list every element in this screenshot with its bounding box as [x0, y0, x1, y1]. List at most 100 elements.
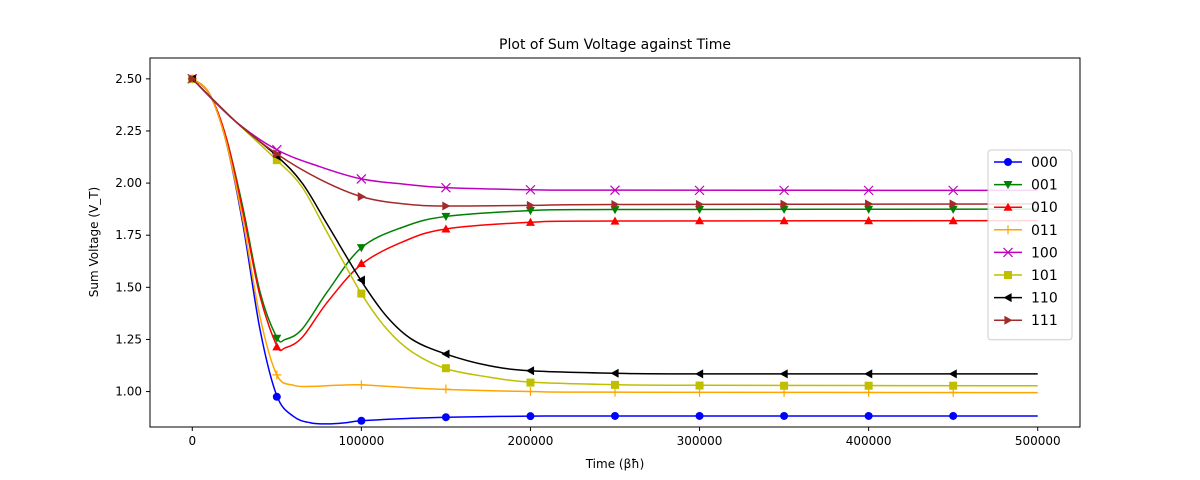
- legend-label: 110: [1031, 291, 1058, 307]
- data-point-000: [441, 413, 450, 422]
- data-point-101: [864, 381, 873, 390]
- data-point-000: [526, 412, 535, 421]
- y-axis-label: Sum Voltage (V_T): [87, 187, 101, 297]
- y-tick-label: 2.00: [115, 176, 142, 190]
- y-tick-label: 1.25: [115, 332, 142, 346]
- data-point-010: [864, 216, 874, 225]
- legend-entry-001: 001: [994, 178, 1058, 194]
- data-point-010: [356, 258, 366, 267]
- y-tick-label: 2.50: [115, 72, 142, 86]
- series-line-100: [191, 78, 1038, 192]
- data-point-100: [525, 184, 536, 195]
- plot-area: [187, 73, 1038, 425]
- x-axis-label: Time (βħ): [585, 457, 645, 471]
- y-tick-label: 2.25: [115, 124, 142, 138]
- data-point-111: [780, 199, 789, 209]
- x-tick-label: 400000: [846, 434, 892, 448]
- data-point-010: [272, 342, 282, 351]
- legend-label: 000: [1031, 155, 1058, 171]
- data-point-000: [949, 411, 958, 420]
- data-point-100: [610, 185, 620, 196]
- data-point-011: [610, 387, 620, 397]
- data-point-101: [272, 156, 281, 165]
- data-point-101: [357, 289, 366, 298]
- legend-marker: [1003, 181, 1013, 190]
- data-point-100: [863, 185, 874, 196]
- legend-marker: [1003, 247, 1013, 258]
- series-111: [188, 74, 1038, 211]
- data-point-000: [272, 392, 281, 401]
- data-point-110: [948, 369, 957, 379]
- data-point-110: [864, 369, 873, 379]
- data-point-110: [441, 349, 450, 359]
- data-point-100: [356, 173, 367, 184]
- series-line-101: [191, 78, 1038, 387]
- legend-label: 101: [1031, 268, 1058, 284]
- data-point-111: [273, 149, 282, 159]
- data-point-011: [356, 380, 366, 390]
- series-line-010: [191, 78, 1038, 352]
- data-point-100: [779, 185, 790, 196]
- data-point-011: [525, 387, 535, 397]
- series-100: [187, 73, 1038, 196]
- legend-marker: [1003, 293, 1012, 303]
- data-point-111: [949, 199, 958, 209]
- data-point-110: [779, 369, 788, 379]
- data-point-000: [611, 411, 619, 420]
- data-point-100: [694, 185, 705, 196]
- y-tick-label: 1.75: [115, 228, 142, 242]
- data-point-101: [949, 381, 958, 390]
- series-line-111: [191, 78, 1038, 207]
- data-point-010: [525, 217, 535, 226]
- data-point-101: [526, 378, 535, 387]
- x-tick-label: 300000: [677, 434, 723, 448]
- axes-frame: [149, 57, 1081, 428]
- x-tick-label: 200000: [508, 434, 554, 448]
- legend-entry-101: 101: [994, 268, 1058, 284]
- data-point-010: [695, 216, 705, 225]
- legend-entry-110: 110: [994, 291, 1058, 307]
- data-point-001: [948, 205, 958, 214]
- chart-title: Plot of Sum Voltage against Time: [499, 37, 731, 53]
- data-point-110: [525, 366, 535, 376]
- data-point-110: [356, 275, 365, 285]
- y-tick-label: 1.00: [115, 385, 142, 399]
- legend-label: 001: [1031, 178, 1058, 194]
- legend-entry-010: 010: [994, 200, 1058, 216]
- data-point-010: [779, 216, 789, 225]
- data-point-001: [272, 334, 282, 343]
- legend-marker: [1004, 315, 1013, 325]
- legend-marker: [1003, 202, 1013, 211]
- legend-label: 100: [1031, 245, 1058, 261]
- data-point-111: [442, 201, 451, 211]
- x-tick-label: 0: [188, 434, 196, 448]
- legend-marker: [1004, 158, 1012, 166]
- legend-entry-000: 000: [994, 155, 1058, 171]
- data-point-001: [441, 212, 451, 221]
- data-point-100: [948, 185, 959, 196]
- data-point-001: [864, 205, 874, 214]
- legend-entry-111: 111: [994, 313, 1058, 329]
- series-110: [187, 74, 1038, 379]
- data-point-110: [695, 369, 704, 379]
- data-point-111: [526, 200, 535, 210]
- data-point-011: [441, 384, 451, 394]
- axes: 0 100000 200000 300000 400000 5000001.001.251…: [115, 57, 1081, 448]
- data-point-111: [357, 192, 366, 202]
- data-point-110: [610, 368, 619, 378]
- data-point-000: [357, 416, 366, 425]
- data-point-010: [610, 216, 620, 225]
- series-line-011: [191, 78, 1038, 394]
- data-point-001: [356, 244, 366, 253]
- data-point-010: [441, 224, 451, 233]
- legend-label: 010: [1031, 200, 1058, 216]
- data-point-100: [440, 182, 451, 193]
- legend-entry-100: 100: [994, 245, 1058, 261]
- legend-marker: [1003, 225, 1013, 235]
- legend-entry-011: 011: [994, 223, 1058, 239]
- y-tick-label: 1.50: [115, 280, 142, 294]
- data-point-111: [611, 200, 620, 210]
- legend-label: 111: [1031, 313, 1058, 329]
- x-tick-label: 100000: [338, 434, 384, 448]
